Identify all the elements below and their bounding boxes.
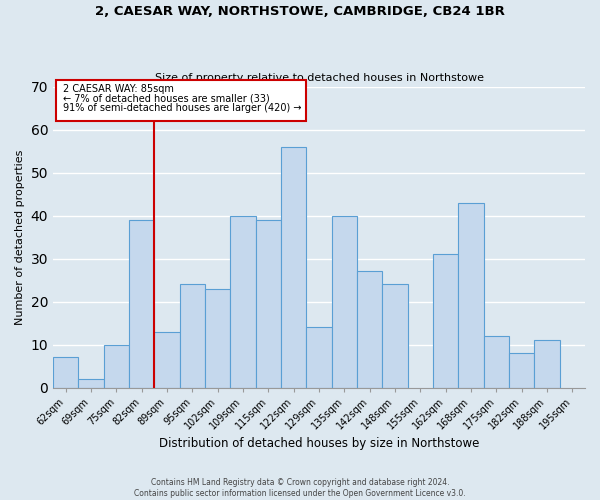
Text: 2, CAESAR WAY, NORTHSTOWE, CAMBRIDGE, CB24 1BR: 2, CAESAR WAY, NORTHSTOWE, CAMBRIDGE, CB…: [95, 5, 505, 18]
Bar: [104, 344, 129, 388]
Text: ← 7% of detached houses are smaller (33): ← 7% of detached houses are smaller (33): [63, 94, 270, 104]
Bar: [53, 358, 79, 388]
Bar: [79, 379, 104, 388]
Bar: [332, 216, 357, 388]
Bar: [458, 202, 484, 388]
Bar: [256, 220, 281, 388]
Bar: [129, 220, 154, 388]
Bar: [484, 336, 509, 388]
Bar: [509, 353, 535, 388]
X-axis label: Distribution of detached houses by size in Northstowe: Distribution of detached houses by size …: [159, 437, 479, 450]
Bar: [535, 340, 560, 388]
Bar: [281, 146, 307, 388]
Bar: [179, 284, 205, 388]
Bar: [357, 272, 382, 388]
Title: Size of property relative to detached houses in Northstowe: Size of property relative to detached ho…: [155, 73, 484, 83]
Bar: [56, 80, 307, 121]
Text: 2 CAESAR WAY: 85sqm: 2 CAESAR WAY: 85sqm: [63, 84, 174, 94]
Bar: [382, 284, 407, 388]
Text: 91% of semi-detached houses are larger (420) →: 91% of semi-detached houses are larger (…: [63, 104, 302, 114]
Bar: [230, 216, 256, 388]
Bar: [433, 254, 458, 388]
Bar: [205, 288, 230, 388]
Y-axis label: Number of detached properties: Number of detached properties: [15, 150, 25, 324]
Bar: [154, 332, 179, 388]
Text: Contains HM Land Registry data © Crown copyright and database right 2024.
Contai: Contains HM Land Registry data © Crown c…: [134, 478, 466, 498]
Bar: [307, 328, 332, 388]
